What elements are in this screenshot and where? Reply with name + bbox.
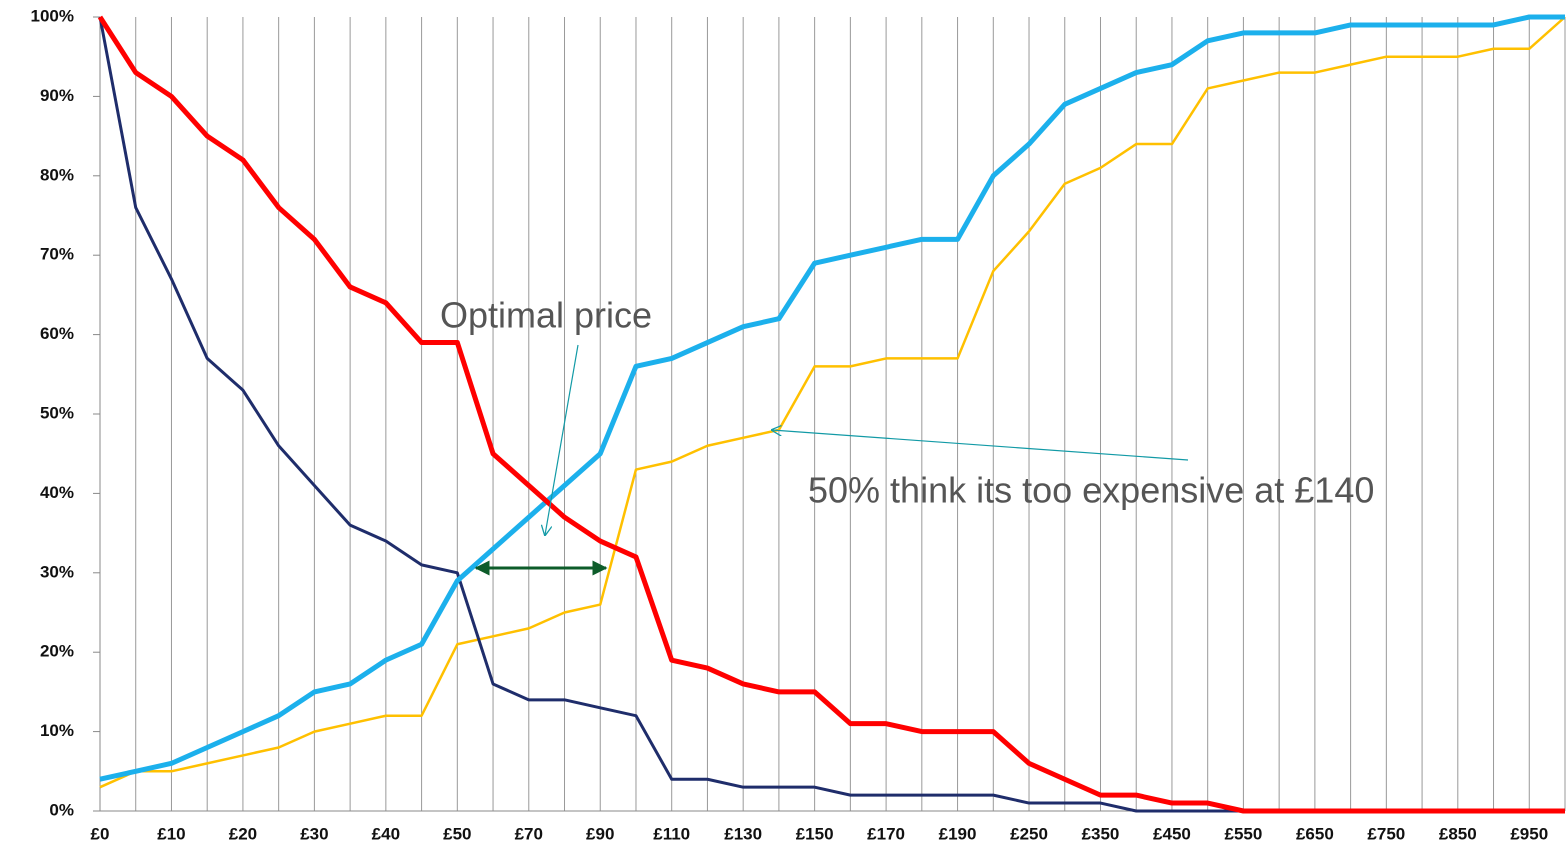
x-tick-label: £70 [515, 824, 543, 843]
y-tick-label: 10% [40, 721, 74, 740]
annotation-arrow [545, 344, 579, 535]
x-tick-label: £10 [157, 824, 185, 843]
x-tick-label: £250 [1010, 824, 1048, 843]
y-tick-label: 40% [40, 483, 74, 502]
x-tick-label: £40 [372, 824, 400, 843]
x-tick-label: £150 [796, 824, 834, 843]
series-line [99, 16, 1566, 789]
x-tick-label: £110 [653, 824, 690, 843]
x-tick-label: £170 [867, 824, 905, 843]
y-tick-label: 100% [31, 6, 74, 25]
y-tick-label: 50% [40, 403, 74, 422]
y-tick-label: 30% [40, 562, 74, 581]
y-tick-label: 70% [40, 245, 74, 264]
y-tick-label: 20% [40, 642, 74, 661]
x-tick-label: £350 [1082, 824, 1120, 843]
x-tick-label: £20 [229, 824, 257, 843]
x-tick-label: £450 [1153, 824, 1191, 843]
x-tick-label: £850 [1439, 824, 1477, 843]
y-tick-label: 90% [40, 86, 74, 105]
grid: £0 £10 £20 £30 £40 £50 £70 £90 £110 £130 £150 £170 £… [31, 6, 1566, 843]
series-line [97, 15, 1565, 814]
x-tick-label: £950 [1510, 824, 1548, 843]
x-tick-label: £190 [939, 824, 977, 843]
series-line [99, 14, 1565, 782]
x-tick-label: £130 [724, 824, 762, 843]
y-tick-label: 60% [40, 324, 74, 343]
x-tick-label: £750 [1367, 824, 1405, 843]
annotation: Optimal price [440, 295, 652, 336]
y-tick-label: 0% [49, 800, 74, 819]
x-tick-label: £550 [1225, 824, 1263, 843]
x-tick-label: £50 [443, 824, 471, 843]
x-tick-label: £650 [1296, 824, 1334, 843]
x-tick-label: £30 [300, 824, 328, 843]
x-tick-label: £0 [91, 824, 110, 843]
lines [97, 14, 1566, 814]
y-tick-label: 80% [40, 165, 74, 184]
annotation-arrow [772, 430, 1189, 461]
annotation: 50% think its too expensive at £140 [808, 470, 1374, 511]
x-tick-label: £90 [586, 824, 614, 843]
